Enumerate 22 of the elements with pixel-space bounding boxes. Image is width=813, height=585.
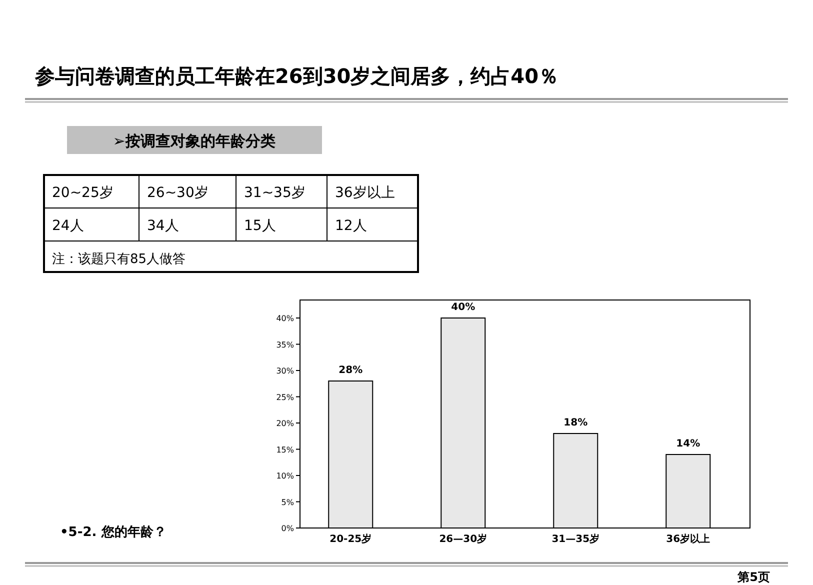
chart-title: 参与问卷调查的员工年龄在26到30岁之间居多，约占40％ — [34, 64, 558, 88]
text: 第5页 — [736, 570, 770, 584]
y-tick-label: 15% — [276, 445, 294, 454]
y-tick-label: 0% — [281, 524, 294, 533]
data-label: 40% — [451, 302, 476, 313]
y-tick-label: 10% — [276, 472, 294, 480]
x-tick-label: 26—30岁 — [439, 533, 488, 545]
chart-subtitle: ➢按调查对象的年龄分类 — [112, 132, 276, 150]
y-tick-label: 35% — [276, 340, 294, 350]
data-label: 14% — [676, 438, 700, 450]
text: •5-2. 您的年龄？ — [60, 525, 166, 540]
y-tick-label: 30% — [276, 366, 294, 376]
x-tick-label: 31—35岁 — [552, 533, 600, 545]
y-tick-label: 20% — [276, 419, 294, 428]
data-label: 18% — [564, 418, 588, 428]
y-tick-label: 5% — [281, 498, 294, 507]
x-tick-label: 36岁以上 — [666, 533, 710, 545]
y-tick-label: 40% — [276, 314, 294, 323]
data-label: 28% — [338, 365, 363, 376]
x-tick-label: 20-25岁 — [330, 533, 372, 545]
y-tick-label: 25% — [276, 392, 294, 402]
table: 20~25岁 26~30岁 31~35岁 36岁以上 24人 34人 15人 12人 注：该题只有85人做答 — [43, 174, 419, 273]
